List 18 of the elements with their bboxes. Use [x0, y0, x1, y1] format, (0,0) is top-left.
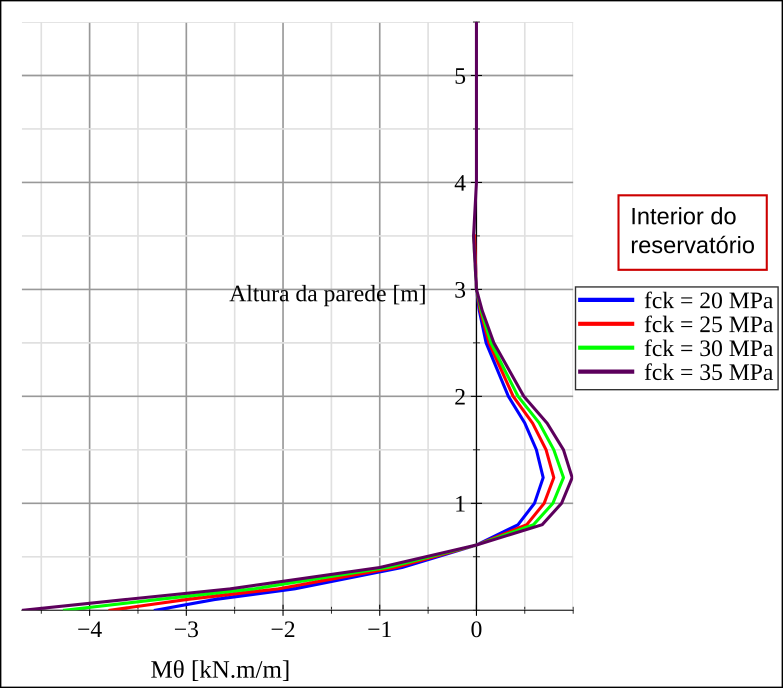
y-tick-label: 1 [456, 496, 465, 512]
x-tick-label: −4 [78, 622, 102, 638]
legend-label: fck = 25 MPa [644, 315, 774, 332]
y-tick-label: 2 [455, 388, 465, 405]
y-axis-title: Altura da parede [m] [229, 284, 425, 306]
text: Interior do reservatório [632, 207, 754, 254]
y-tick-label: 3 [455, 282, 466, 298]
x-tick-label: −3 [174, 621, 198, 638]
legend-label: fck = 20 MPa [644, 292, 774, 308]
line-series [22, 22, 574, 610]
x-tick-label: −2 [272, 621, 294, 638]
legend-label: fck = 30 MPa [644, 339, 774, 356]
y-tick-label: 4 [454, 175, 466, 191]
x-tick-label: 0 [471, 621, 482, 638]
legend-label: fck = 35 MPa [644, 363, 774, 380]
y-tick-label: 5 [456, 68, 466, 84]
x-tick-label: −1 [368, 621, 391, 638]
x-axis-title: Mθ [kN.m/m] [151, 660, 288, 681]
